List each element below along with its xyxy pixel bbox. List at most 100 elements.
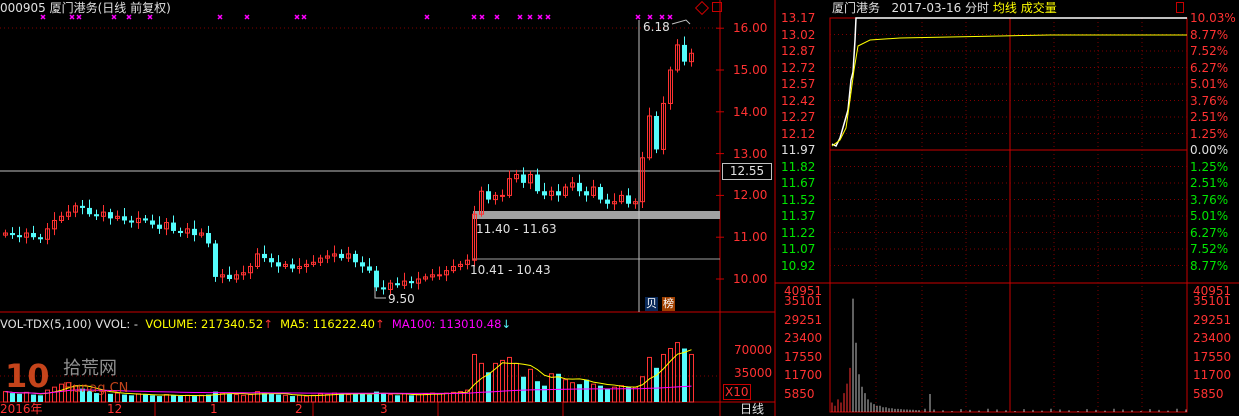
gap-label-lower: 10.41 - 10.43 — [470, 263, 551, 277]
window-icon[interactable] — [1176, 2, 1184, 13]
ma100-value: MA100: 113010.48 — [391, 317, 502, 331]
candle-body — [493, 194, 498, 201]
candle-body — [87, 207, 92, 215]
volume-bar — [192, 396, 197, 402]
volume-bar — [514, 362, 519, 403]
indicator-name[interactable]: VOL-TDX(5,100) — [0, 317, 92, 331]
volume-bar — [94, 393, 99, 402]
volume-bar — [129, 395, 134, 402]
candle-body — [360, 262, 365, 267]
volume-bar — [612, 386, 617, 403]
stock-name: 厦门港务 — [832, 1, 881, 15]
volume-bar — [675, 342, 680, 403]
candle-body — [213, 243, 218, 277]
volume-bar — [395, 395, 400, 402]
volume-bar — [654, 367, 659, 402]
volume-bar — [311, 394, 316, 403]
volume-bar — [465, 389, 470, 403]
volume-bar — [164, 394, 169, 403]
low-price-label: 9.50 — [388, 292, 415, 306]
candle-body — [395, 283, 400, 286]
watermark-logo: 10 拾荒网 Hunag.CN — [5, 357, 129, 396]
candle-body — [584, 191, 589, 196]
intraday-mode[interactable]: 分时 — [965, 1, 990, 15]
candle-body — [381, 287, 386, 290]
volume-bar — [668, 348, 673, 403]
price-tick: 10.00 — [733, 272, 768, 286]
intraday-price-tick: 12.72 — [781, 60, 816, 75]
volume-bar — [388, 394, 393, 403]
window-icon[interactable] — [712, 2, 722, 12]
event-marker — [517, 14, 523, 20]
intraday-price-tick: 10.92 — [781, 258, 816, 273]
candle-body — [304, 263, 309, 267]
avg-line-toggle[interactable]: 均线 — [992, 1, 1017, 15]
candle-body — [101, 211, 106, 217]
volume-bar — [577, 384, 582, 402]
candle-body — [59, 215, 64, 221]
event-marker — [147, 14, 153, 20]
intraday-avg-line — [831, 34, 1187, 147]
intraday-pct-tick: 1.25% — [1190, 159, 1229, 174]
intraday-vol-tick: 35101 — [1193, 294, 1232, 309]
intraday-pct-tick: 8.77% — [1190, 27, 1229, 42]
candle-body — [486, 191, 491, 200]
ranking-badge[interactable]: 榜 — [662, 297, 675, 311]
intraday-price-tick: 11.52 — [781, 192, 816, 207]
candle-body — [570, 182, 575, 188]
candle-body — [143, 218, 148, 221]
candle-body — [549, 190, 554, 196]
intraday-price-tick: 11.82 — [781, 159, 816, 174]
candle-body — [199, 232, 204, 236]
volume-bar — [633, 386, 638, 403]
candle-body — [325, 255, 330, 259]
candle-body — [227, 274, 232, 279]
arrow-up-icon: ↑ — [374, 317, 385, 331]
date-tick: 3 — [380, 402, 388, 416]
period-label[interactable]: 日线 — [740, 402, 765, 416]
candle-body — [675, 44, 680, 71]
volume-bar — [521, 376, 526, 402]
volume-bar — [416, 394, 421, 403]
candle-body — [122, 216, 127, 221]
volume-bar — [556, 373, 561, 402]
candle-body — [661, 102, 666, 150]
candle-body — [647, 115, 652, 159]
volume-toggle[interactable]: 成交量 — [1020, 1, 1057, 15]
intraday-pct-tick: 3.76% — [1190, 93, 1229, 108]
event-marker — [40, 14, 46, 20]
volume-bar — [234, 394, 239, 403]
candle-body — [269, 258, 274, 263]
volume-bar — [115, 392, 120, 403]
candle-body — [619, 194, 624, 203]
candle-body — [416, 278, 421, 284]
candle-body — [500, 194, 505, 197]
volume-bar — [10, 393, 15, 402]
volume-bar — [619, 385, 624, 403]
intraday-price-tick: 12.42 — [781, 93, 816, 108]
candle-body — [451, 265, 456, 272]
volume-bar — [486, 372, 491, 402]
price-tick: 16.00 — [733, 21, 768, 36]
candle-body — [80, 205, 85, 208]
candle-body — [668, 69, 673, 104]
volume-bar — [507, 356, 512, 403]
intraday-vol-tick: 29251 — [784, 312, 823, 327]
intraday-vol-tick: 11700 — [784, 368, 823, 383]
intraday-vol-tick: 11700 — [1193, 368, 1232, 383]
kline-title: 000905 厦门港务(日线 前复权) — [0, 1, 171, 15]
volume-bar — [500, 359, 505, 403]
volume-bar — [213, 391, 218, 402]
event-marker — [111, 14, 117, 20]
intraday-pct-tick: 6.27% — [1190, 225, 1229, 240]
candle-body — [52, 219, 57, 230]
candle-body — [150, 220, 155, 225]
volume-bar — [59, 383, 64, 403]
candle-body — [528, 174, 533, 184]
volume-bar — [283, 394, 288, 403]
info-badge[interactable]: 贝 — [645, 297, 658, 311]
intraday-price-tick: 11.37 — [781, 209, 816, 223]
volume-bar — [542, 385, 547, 402]
volume-bar — [45, 389, 50, 403]
